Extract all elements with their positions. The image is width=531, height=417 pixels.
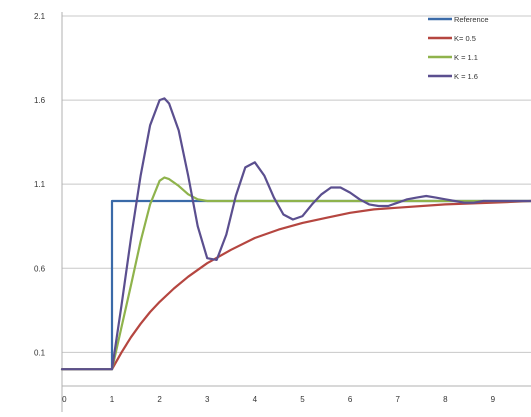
y-tick-label: 1.6	[34, 96, 46, 105]
x-tick-label: 7	[395, 395, 400, 404]
series-line-4	[60, 97, 531, 371]
x-tick-label: 5	[300, 395, 305, 404]
x-tick-label: 2	[157, 395, 162, 404]
x-tick-label: 3	[205, 395, 210, 404]
legend-label: K= 0.5	[454, 34, 476, 43]
legend: Reference K= 0.5 K = 1.1 K = 1.6	[428, 15, 489, 81]
series-lines	[60, 97, 531, 371]
series-line-3	[60, 176, 531, 371]
x-tick-label: 1	[110, 395, 115, 404]
legend-label: K = 1.6	[454, 72, 478, 81]
x-tick-label: 6	[348, 395, 353, 404]
x-tick-label: 0	[62, 395, 67, 404]
y-tick-labels: 0.1 0.6 1.1 1.6 2.1	[34, 12, 46, 357]
x-tick-label: 9	[491, 395, 496, 404]
y-tick-label: 0.6	[34, 264, 46, 273]
series-line-2	[60, 199, 531, 371]
x-tick-label: 4	[253, 395, 258, 404]
axes	[61, 12, 531, 412]
gridlines	[62, 15, 531, 353]
y-tick-label: 2.1	[34, 12, 46, 21]
y-tick-label: 0.1	[34, 348, 46, 357]
x-tick-label: 8	[443, 395, 448, 404]
legend-label: Reference	[454, 15, 489, 24]
y-tick-label: 1.1	[34, 180, 46, 189]
legend-label: K = 1.1	[454, 53, 478, 62]
x-tick-labels: 0 1 2 3 4 5 6 7 8 9	[62, 395, 496, 404]
